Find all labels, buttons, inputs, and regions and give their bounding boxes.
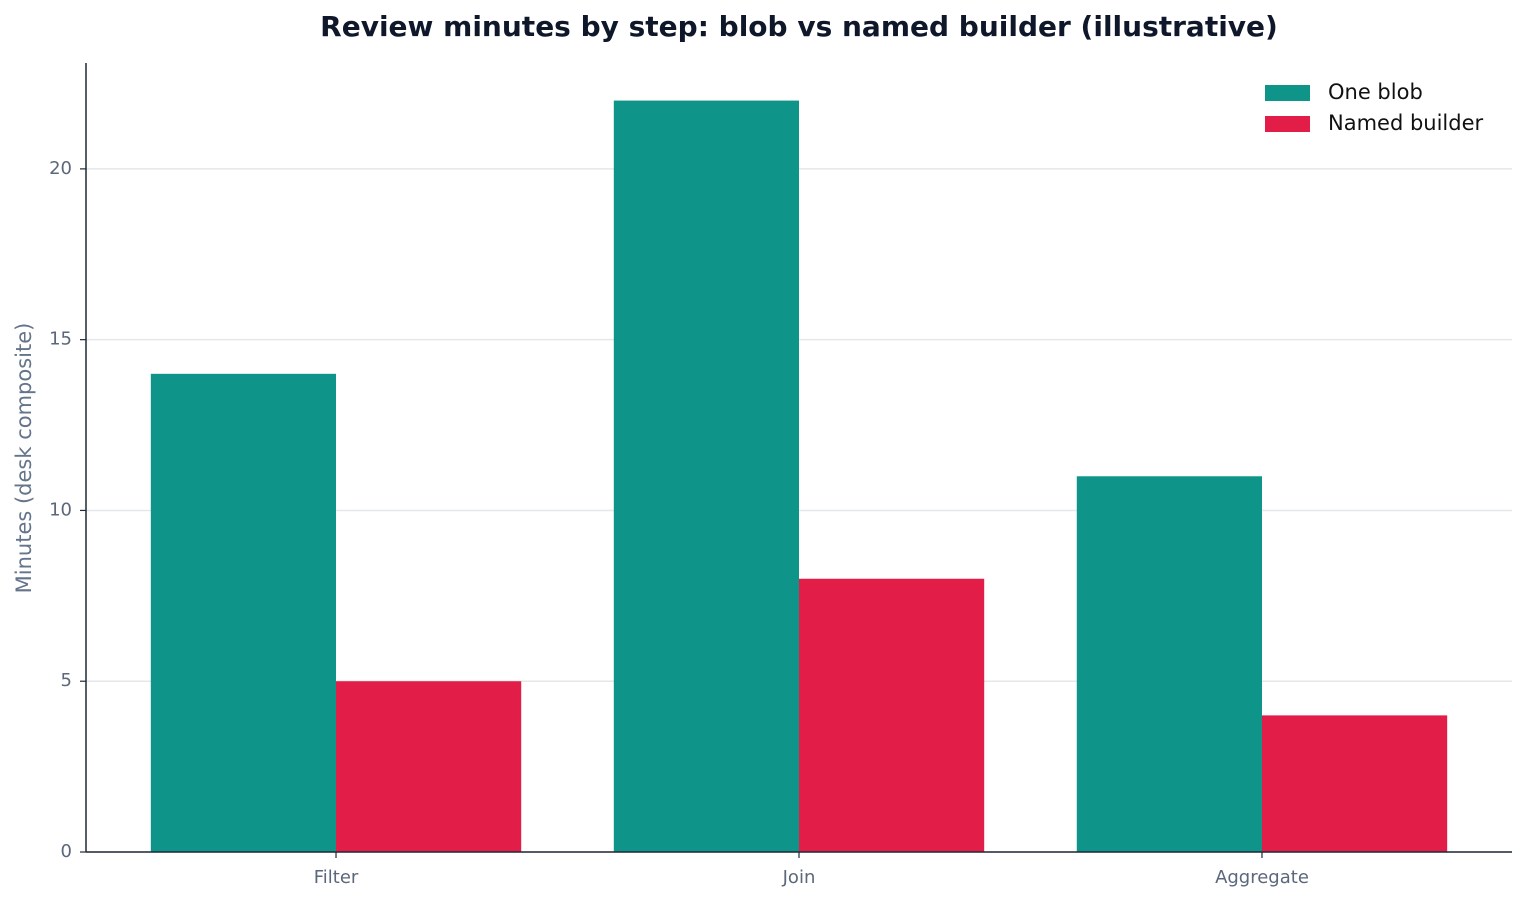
bar [1261,715,1448,852]
x-tick-label: Aggregate [1215,867,1309,888]
bar [336,681,522,852]
legend-label: One blob [1328,80,1423,104]
bar [1076,476,1262,852]
x-tick-label: Filter [314,867,359,888]
y-tick-label: 10 [49,499,72,520]
y-tick-label: 15 [49,329,72,350]
bar [150,373,337,852]
bar [799,578,985,852]
y-tick-label: 20 [49,158,72,179]
chart-title: Review minutes by step: blob vs named bu… [320,10,1278,43]
legend-swatch [1265,85,1310,101]
legend-swatch [1265,116,1310,132]
y-tick-label: 5 [61,670,72,691]
y-axis-label: Minutes (desk composite) [12,323,36,594]
x-tick-label: Join [782,867,816,888]
bar [613,100,799,853]
y-tick-label: 0 [61,841,72,862]
legend-label: Named builder [1328,111,1484,135]
